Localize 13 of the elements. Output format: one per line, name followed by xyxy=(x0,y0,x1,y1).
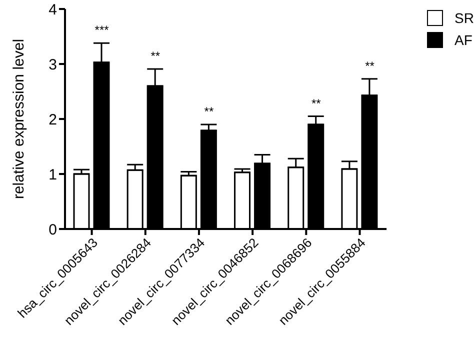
annotation: *** xyxy=(94,23,110,38)
y-tick-label: 1 xyxy=(48,166,57,184)
y-tick-label: 2 xyxy=(48,111,57,128)
legend-label: SR xyxy=(454,10,474,26)
annotation: ** xyxy=(204,104,214,118)
annotation: ** xyxy=(150,48,160,63)
annotation: ** xyxy=(311,96,322,110)
y-axis-title: relative expression level xyxy=(10,38,28,200)
legend-label: AF xyxy=(454,32,472,48)
y-tick-label: 3 xyxy=(48,56,57,74)
y-tick-label: 0 xyxy=(48,221,57,238)
y-tick-label: 4 xyxy=(48,1,57,18)
annotation: ** xyxy=(365,58,375,73)
